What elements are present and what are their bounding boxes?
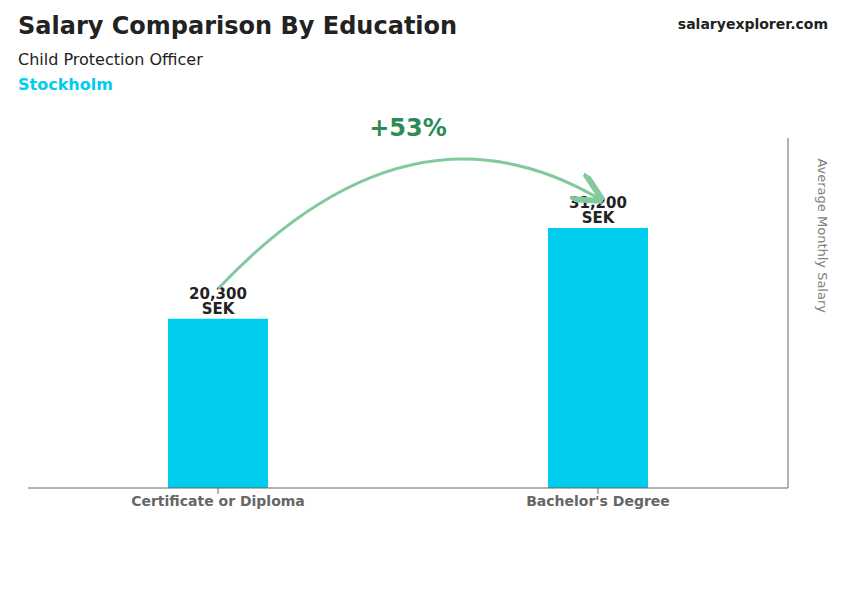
html-text:salaryexplorer.com: salaryexplorer.com xyxy=(677,16,828,32)
svg-text:Average Monthly Salary: Average Monthly Salary xyxy=(815,158,830,313)
html-text:Child Protection Officer: Child Protection Officer xyxy=(18,50,203,69)
svg-text:+53%: +53% xyxy=(369,118,447,142)
svg-text:Certificate or Diploma: Certificate or Diploma xyxy=(131,493,305,509)
svg-text:Bachelor's Degree: Bachelor's Degree xyxy=(526,493,670,509)
html-text:Salary Comparison By Education: Salary Comparison By Education xyxy=(18,12,458,40)
svg-text:20,300SEK: 20,300SEK xyxy=(189,285,247,318)
svg-text:31,200SEK: 31,200SEK xyxy=(569,194,627,227)
html-text:Stockholm: Stockholm xyxy=(18,75,113,94)
